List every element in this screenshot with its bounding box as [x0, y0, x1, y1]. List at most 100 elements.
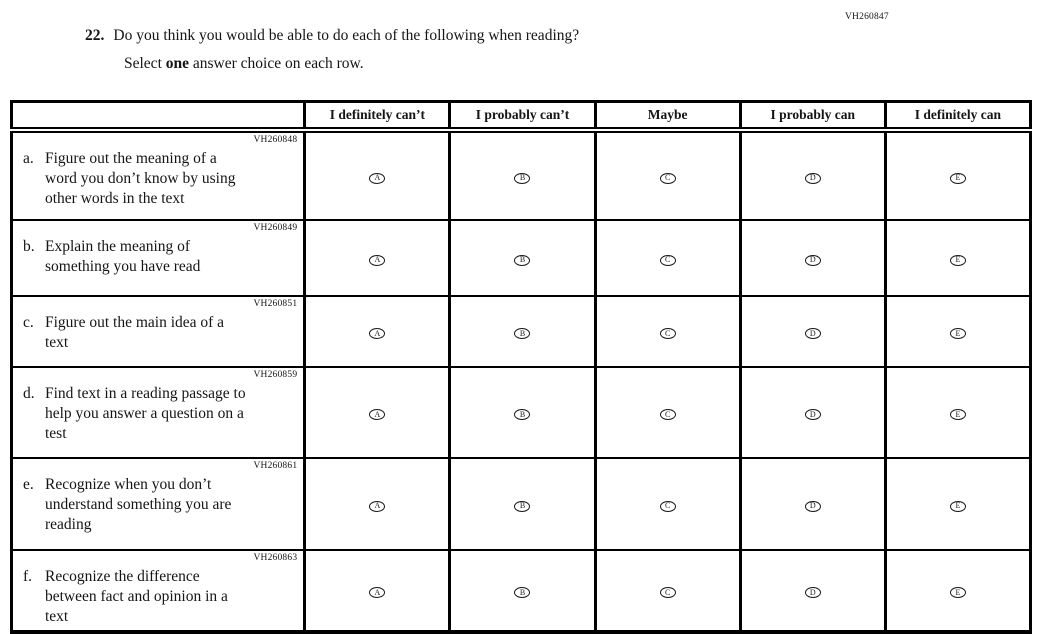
answer-cell-d5: E: [883, 366, 1033, 459]
question-line: 22. Do you think you would be able to do …: [85, 26, 579, 45]
row-code: VH260849: [253, 223, 298, 233]
answer-cell-b1: A: [303, 219, 452, 297]
answer-bubble-c[interactable]: C: [659, 172, 676, 184]
item-cell-e: VH260861 e. Recognize when you don’t und…: [9, 457, 307, 551]
answer-bubble-b[interactable]: B: [514, 587, 531, 598]
answer-cell-b4: D: [738, 219, 887, 297]
row-code: VH260859: [253, 370, 298, 380]
answer-bubble-a[interactable]: A: [369, 587, 386, 598]
answer-bubble-c[interactable]: C: [659, 409, 676, 420]
answer-cell-f2: B: [448, 549, 597, 633]
answer-bubble-a[interactable]: A: [369, 328, 386, 339]
answer-bubble-d[interactable]: D: [804, 328, 821, 339]
row-label: e.: [23, 476, 34, 493]
answer-cell-c2: B: [448, 295, 597, 368]
row-text: Find text in a reading passage to help y…: [45, 385, 246, 442]
answer-bubble-d[interactable]: D: [804, 254, 821, 266]
answer-bubble-b[interactable]: B: [514, 409, 531, 420]
answer-cell-a4: D: [738, 129, 887, 221]
answer-bubble-d[interactable]: D: [804, 587, 821, 598]
item-cell-b: VH260849 b. Explain the meaning of somet…: [9, 219, 307, 297]
row-text: Figure out the main idea of a text: [45, 314, 225, 351]
answer-bubble-b[interactable]: B: [514, 172, 531, 184]
item-column-header: [9, 100, 307, 133]
answer-cell-e2: B: [448, 457, 597, 551]
answer-bubble-a[interactable]: A: [369, 172, 386, 184]
row-text: Recognize the difference between fact an…: [45, 568, 228, 625]
answer-cell-e3: C: [593, 457, 742, 551]
form-code: VH260847: [845, 12, 889, 22]
answer-cell-b5: E: [883, 219, 1033, 297]
instruction-prefix: Select: [124, 55, 166, 72]
answer-cell-b3: C: [593, 219, 742, 297]
table-row-b: VH260849 b. Explain the meaning of somet…: [9, 219, 1033, 297]
answer-bubble-d[interactable]: D: [804, 500, 821, 512]
answer-cell-e1: A: [303, 457, 452, 551]
answer-bubble-c[interactable]: C: [659, 328, 676, 339]
answer-cell-d4: D: [738, 366, 887, 459]
column-header-maybe: Maybe: [593, 100, 742, 133]
row-code: VH260851: [253, 299, 298, 309]
row-code: VH260848: [253, 135, 298, 145]
answer-bubble-d[interactable]: D: [804, 172, 821, 184]
instruction-emphasis: one: [165, 55, 189, 72]
answer-bubble-b[interactable]: B: [514, 254, 531, 266]
answer-bubble-b[interactable]: B: [514, 500, 531, 512]
answer-bubble-e[interactable]: E: [949, 328, 966, 339]
answer-cell-f1: A: [303, 549, 452, 633]
answer-cell-c5: E: [883, 295, 1033, 368]
answer-bubble-e[interactable]: E: [949, 409, 966, 420]
answer-bubble-c[interactable]: C: [659, 500, 676, 512]
row-text: Recognize when you don’t understand some…: [45, 476, 232, 533]
row-label: c.: [23, 314, 34, 331]
answer-bubble-e[interactable]: E: [949, 500, 966, 512]
table-row-d: VH260859 d. Find text in a reading passa…: [9, 366, 1033, 459]
header-row: I definitely can’t I probably can’t Mayb…: [9, 100, 1033, 133]
answer-bubble-e[interactable]: E: [949, 254, 966, 266]
table-row-e: VH260861 e. Recognize when you don’t und…: [9, 457, 1033, 551]
row-code: VH260863: [253, 553, 298, 563]
table-row-c: VH260851 c. Figure out the main idea of …: [9, 295, 1033, 368]
item-cell-d: VH260859 d. Find text in a reading passa…: [9, 366, 307, 459]
item-cell-c: VH260851 c. Figure out the main idea of …: [9, 295, 307, 368]
row-label: b.: [23, 238, 35, 255]
answer-bubble-e[interactable]: E: [949, 172, 966, 184]
answer-bubble-c[interactable]: C: [659, 254, 676, 266]
column-header-probably-can: I probably can: [738, 100, 887, 133]
column-header-probably-cant: I probably can’t: [448, 100, 597, 133]
question-block: 22. Do you think you would be able to do …: [85, 26, 579, 73]
question-number: 22.: [85, 27, 105, 44]
table-row-f: VH260863 f. Recognize the difference bet…: [9, 549, 1033, 633]
answer-cell-e4: D: [738, 457, 887, 551]
answer-bubble-a[interactable]: A: [369, 254, 386, 266]
answer-bubble-b[interactable]: B: [514, 328, 531, 339]
answer-cell-a5: E: [883, 129, 1033, 221]
answer-cell-a2: B: [448, 129, 597, 221]
answer-bubble-a[interactable]: A: [369, 409, 386, 420]
instruction-line: Select one answer choice on each row.: [124, 54, 579, 73]
answer-cell-d1: A: [303, 366, 452, 459]
row-text: Explain the meaning of something you hav…: [45, 238, 201, 275]
item-cell-a: VH260848 a. Figure out the meaning of a …: [9, 129, 307, 221]
answer-cell-f3: C: [593, 549, 742, 633]
answer-bubble-a[interactable]: A: [369, 500, 386, 512]
answer-cell-f4: D: [738, 549, 887, 633]
row-label: a.: [23, 150, 34, 167]
survey-matrix-table: I definitely can’t I probably can’t Mayb…: [9, 100, 1033, 634]
answer-cell-b2: B: [448, 219, 597, 297]
answer-cell-e5: E: [883, 457, 1033, 551]
answer-cell-c4: D: [738, 295, 887, 368]
answer-bubble-d[interactable]: D: [804, 409, 821, 420]
answer-cell-c3: C: [593, 295, 742, 368]
answer-cell-f5: E: [883, 549, 1033, 633]
table-row-a: VH260848 a. Figure out the meaning of a …: [9, 129, 1033, 221]
answer-cell-a1: A: [303, 129, 452, 221]
answer-cell-c1: A: [303, 295, 452, 368]
answer-cell-d2: B: [448, 366, 597, 459]
answer-cell-d3: C: [593, 366, 742, 459]
row-text: Figure out the meaning of a word you don…: [45, 150, 236, 207]
answer-bubble-e[interactable]: E: [949, 587, 966, 598]
row-label: f.: [23, 568, 33, 585]
row-label: d.: [23, 385, 35, 402]
answer-bubble-c[interactable]: C: [659, 587, 676, 598]
